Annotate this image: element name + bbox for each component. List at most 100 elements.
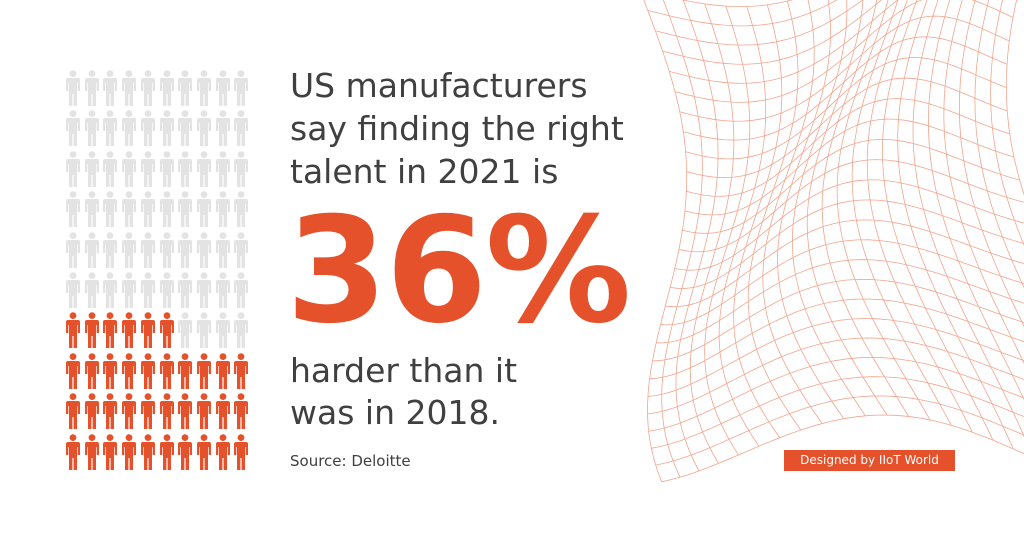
- person-icon: [159, 110, 174, 147]
- mesh-line: [660, 239, 1024, 326]
- person-icon-highlighted: [178, 393, 193, 430]
- person-icon: [234, 110, 249, 147]
- mesh-line: [777, 0, 845, 419]
- mesh-line: [674, 179, 1024, 271]
- person-icon: [196, 150, 211, 187]
- person-icon: [215, 150, 230, 187]
- person-icon: [66, 231, 80, 268]
- subline-line-1: harder than it: [290, 351, 518, 390]
- person-icon-highlighted: [178, 352, 193, 389]
- mesh-line: [656, 259, 1024, 344]
- person-icon-highlighted: [234, 352, 249, 389]
- person-icon-highlighted: [103, 433, 118, 470]
- person-icon: [84, 231, 99, 268]
- person-icon: [178, 191, 193, 228]
- person-icon-highlighted: [196, 433, 211, 470]
- mesh-line: [718, 6, 767, 447]
- mesh-line: [685, 57, 1007, 160]
- person-icon-highlighted: [122, 352, 137, 389]
- headline-line-3: talent in 2021 is: [290, 152, 559, 191]
- mesh-line: [689, 3, 735, 464]
- person-icon-highlighted: [140, 352, 155, 389]
- person-icon: [122, 231, 137, 268]
- person-icon: [140, 110, 155, 147]
- person-icon: [66, 150, 80, 187]
- person-icon: [140, 70, 155, 106]
- person-icon-highlighted: [122, 393, 137, 430]
- person-icon-highlighted: [66, 393, 80, 430]
- person-icon-highlighted: [84, 433, 99, 470]
- person-icon: [178, 231, 193, 268]
- mesh-line: [678, 159, 1024, 253]
- person-icon: [103, 272, 118, 308]
- mesh-line: [661, 0, 703, 478]
- mesh-line: [669, 0, 899, 84]
- source-text: Source: Deloitte: [290, 452, 411, 470]
- person-icon: [234, 231, 249, 268]
- mesh-line: [665, 219, 1024, 308]
- person-icon-highlighted: [84, 312, 99, 349]
- person-icon-highlighted: [215, 352, 230, 389]
- person-icon: [140, 191, 155, 228]
- headline-line-2: say finding the right: [290, 109, 624, 148]
- person-icon-highlighted: [196, 393, 211, 430]
- person-icon: [178, 272, 193, 308]
- person-icon: [196, 110, 211, 147]
- mesh-line: [643, 0, 688, 482]
- person-icon-highlighted: [196, 352, 211, 389]
- mesh-line: [652, 278, 1024, 362]
- mesh-line: [762, 0, 823, 424]
- mesh-line: [682, 139, 1020, 234]
- person-icon-highlighted: [66, 352, 80, 389]
- mesh-line: [684, 118, 1015, 216]
- mesh-line: [704, 5, 751, 456]
- mesh-line: [670, 199, 1024, 289]
- person-icon: [196, 231, 211, 268]
- person-icon-highlighted: [66, 312, 80, 349]
- mesh-line: [680, 0, 793, 8]
- person-icon-highlighted: [159, 433, 174, 470]
- mesh-line: [733, 4, 783, 438]
- person-icon-highlighted: [234, 393, 249, 430]
- person-icon: [122, 150, 137, 187]
- headline-line-1: US manufacturers: [290, 66, 588, 105]
- mesh-line: [647, 318, 1024, 397]
- person-icon: [122, 272, 137, 308]
- person-icon: [66, 110, 80, 147]
- headline: US manufacturers say finding the right t…: [290, 64, 624, 193]
- mesh-line: [683, 36, 1008, 141]
- person-icon-highlighted: [66, 433, 80, 470]
- person-icon: [215, 191, 230, 228]
- person-icon: [196, 272, 211, 308]
- person-icon: [178, 150, 193, 187]
- person-icon: [215, 272, 230, 308]
- person-icon: [84, 110, 99, 147]
- person-icon-highlighted: [140, 433, 155, 470]
- stat-percentage: 36%: [286, 186, 631, 356]
- person-icon: [84, 191, 99, 228]
- credit-badge: Designed by IIoT World: [784, 450, 955, 471]
- mesh-line: [686, 77, 1008, 179]
- person-icon: [140, 231, 155, 268]
- mesh-line: [943, 0, 1024, 364]
- subline: harder than it was in 2018.: [290, 350, 517, 434]
- mesh-line: [912, 0, 1024, 438]
- person-icon: [196, 191, 211, 228]
- person-icon-highlighted: [140, 393, 155, 430]
- person-icon: [159, 150, 174, 187]
- person-icon: [215, 70, 230, 106]
- person-icon: [66, 70, 80, 106]
- person-icon: [196, 70, 211, 106]
- person-icon-highlighted: [215, 393, 230, 430]
- mesh-line: [686, 98, 1010, 197]
- person-icon: [234, 272, 249, 308]
- person-icon: [215, 312, 230, 349]
- person-icon: [159, 191, 174, 228]
- mesh-line: [651, 376, 1024, 449]
- person-icon: [159, 231, 174, 268]
- subline-line-2: was in 2018.: [290, 393, 500, 432]
- person-icon-highlighted: [84, 352, 99, 389]
- person-icon: [122, 110, 137, 147]
- person-icon: [234, 312, 249, 349]
